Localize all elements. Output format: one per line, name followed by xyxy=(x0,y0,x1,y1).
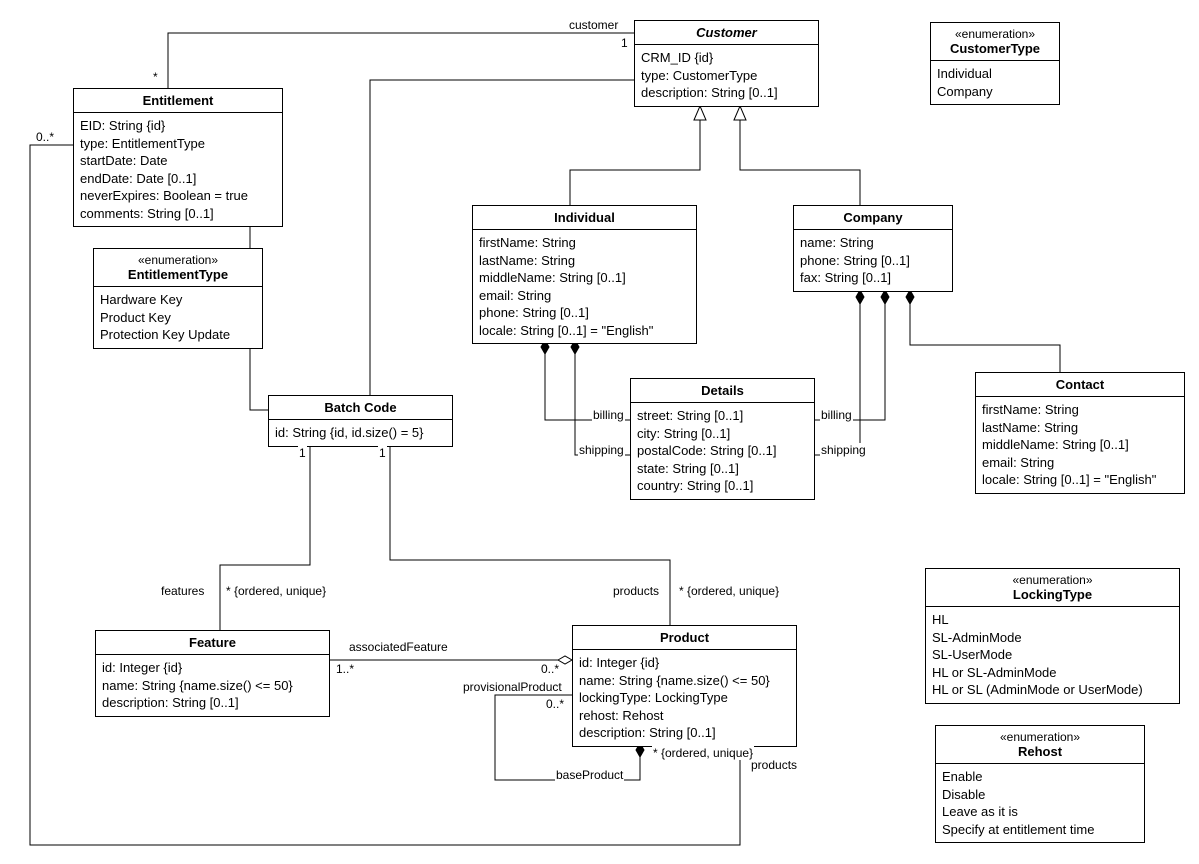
class-details: Details street: String [0..1] city: Stri… xyxy=(630,378,815,500)
label-products-top: products xyxy=(612,584,660,598)
class-individual: Individual firstName: String lastName: S… xyxy=(472,205,697,344)
class-company: Company name: String phone: String [0..1… xyxy=(793,205,953,292)
class-name: Details xyxy=(701,383,744,398)
class-locking-type: «enumeration» LockingType HL SL-AdminMod… xyxy=(925,568,1180,704)
class-product: Product id: Integer {id} name: String {n… xyxy=(572,625,797,747)
class-name: Entitlement xyxy=(143,93,214,108)
class-name: EntitlementType xyxy=(128,267,228,282)
label-ordered-unique-products: * {ordered, unique} xyxy=(678,584,780,598)
class-contact: Contact firstName: String lastName: Stri… xyxy=(975,372,1185,494)
class-title: Entitlement xyxy=(74,89,282,113)
class-title: Batch Code xyxy=(269,396,452,420)
class-attrs: HL SL-AdminMode SL-UserMode HL or SL-Adm… xyxy=(926,607,1179,703)
class-title: Company xyxy=(794,206,952,230)
label-zero-star-self: 0..* xyxy=(545,697,565,711)
class-title: «enumeration» Rehost xyxy=(936,726,1144,764)
class-name: CustomerType xyxy=(950,41,1040,56)
class-title: Details xyxy=(631,379,814,403)
class-name: Rehost xyxy=(1018,744,1062,759)
class-title: Contact xyxy=(976,373,1184,397)
label-zero-star-aggr: 0..* xyxy=(540,662,560,676)
class-title: Feature xyxy=(96,631,329,655)
stereotype: «enumeration» xyxy=(932,573,1173,587)
class-title: «enumeration» EntitlementType xyxy=(94,249,262,287)
label-shipping-right: shipping xyxy=(820,443,867,457)
label-features: features xyxy=(160,584,205,598)
label-associated-feature: associatedFeature xyxy=(348,640,449,654)
label-batch-one-left: 1 xyxy=(298,446,307,460)
class-name: Feature xyxy=(189,635,236,650)
class-attrs: firstName: String lastName: String middl… xyxy=(976,397,1184,493)
class-title: «enumeration» CustomerType xyxy=(931,23,1059,61)
class-title: Product xyxy=(573,626,796,650)
stereotype: «enumeration» xyxy=(100,253,256,267)
class-attrs: Hardware Key Product Key Protection Key … xyxy=(94,287,262,348)
stereotype: «enumeration» xyxy=(942,730,1138,744)
class-attrs: street: String [0..1] city: String [0..1… xyxy=(631,403,814,499)
class-title: «enumeration» LockingType xyxy=(926,569,1179,607)
class-entitlement: Entitlement EID: String {id} type: Entit… xyxy=(73,88,283,227)
class-attrs: name: String phone: String [0..1] fax: S… xyxy=(794,230,952,291)
label-star: * xyxy=(152,70,159,84)
class-attrs: CRM_ID {id} type: CustomerType descripti… xyxy=(635,45,818,106)
class-feature: Feature id: Integer {id} name: String {n… xyxy=(95,630,330,717)
class-name: Individual xyxy=(554,210,615,225)
label-zero-star: 0..* xyxy=(35,130,55,144)
class-rehost: «enumeration» Rehost Enable Disable Leav… xyxy=(935,725,1145,843)
label-billing-left: billing xyxy=(592,408,625,422)
class-name: Batch Code xyxy=(324,400,396,415)
class-name: LockingType xyxy=(1013,587,1092,602)
diagram-canvas: Entitlement EID: String {id} type: Entit… xyxy=(0,0,1199,864)
class-attrs: Individual Company xyxy=(931,61,1059,104)
label-shipping-left: shipping xyxy=(578,443,625,457)
class-batch-code: Batch Code id: String {id, id.size() = 5… xyxy=(268,395,453,447)
label-ordered-unique-features: * {ordered, unique} xyxy=(225,584,327,598)
class-attrs: firstName: String lastName: String middl… xyxy=(473,230,696,343)
class-title: Customer xyxy=(635,21,818,45)
label-products-bottom: products xyxy=(750,758,798,772)
class-attrs: id: String {id, id.size() = 5} xyxy=(269,420,452,446)
label-customer-role: customer xyxy=(568,18,619,32)
stereotype: «enumeration» xyxy=(937,27,1053,41)
label-base-product: baseProduct xyxy=(555,768,624,782)
label-provisional-product: provisionalProduct xyxy=(462,680,563,694)
class-entitlement-type: «enumeration» EntitlementType Hardware K… xyxy=(93,248,263,349)
class-attrs: id: Integer {id} name: String {name.size… xyxy=(96,655,329,716)
label-batch-one-right: 1 xyxy=(378,446,387,460)
class-attrs: id: Integer {id} name: String {name.size… xyxy=(573,650,796,746)
class-name: Customer xyxy=(696,25,757,40)
label-billing-right: billing xyxy=(820,408,853,422)
class-attrs: EID: String {id} type: EntitlementType s… xyxy=(74,113,282,226)
class-attrs: Enable Disable Leave as it is Specify at… xyxy=(936,764,1144,842)
label-one-star: 1..* xyxy=(335,662,355,676)
class-name: Company xyxy=(843,210,902,225)
class-name: Contact xyxy=(1056,377,1104,392)
class-name: Product xyxy=(660,630,709,645)
class-customer-type: «enumeration» CustomerType Individual Co… xyxy=(930,22,1060,105)
label-ordered-unique-bottom: * {ordered, unique} xyxy=(652,746,754,760)
class-customer: Customer CRM_ID {id} type: CustomerType … xyxy=(634,20,819,107)
label-one: 1 xyxy=(620,36,629,50)
class-title: Individual xyxy=(473,206,696,230)
